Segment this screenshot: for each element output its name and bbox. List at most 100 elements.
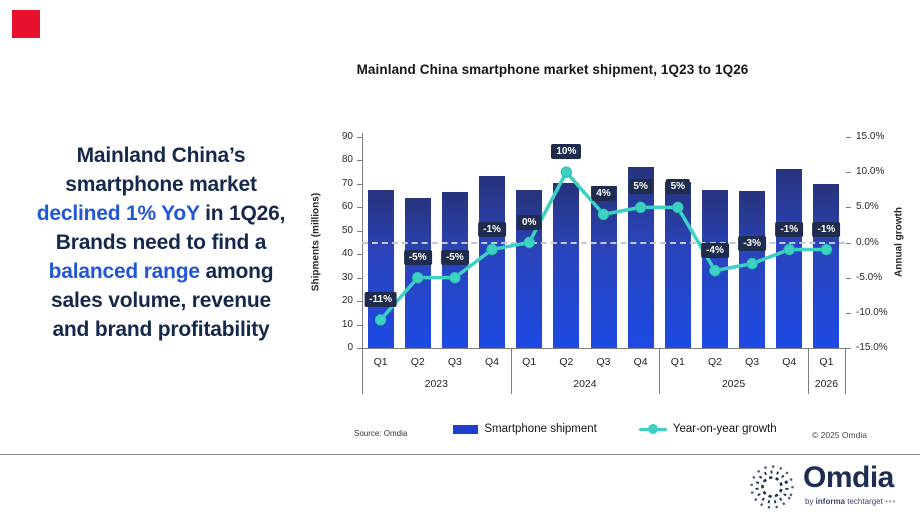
omdia-tagline: by informa techtarget ••• [805, 497, 897, 506]
right-tick-label: -5.0% [856, 271, 883, 283]
chart-legend: Smartphone shipment Year-on-year growth [430, 423, 800, 435]
year-separator [510, 348, 512, 394]
year-label: 2026 [814, 378, 839, 390]
headline-segment: balanced range [48, 260, 200, 283]
right-tick-mark [846, 207, 851, 209]
legend-item-shipment: Smartphone shipment [453, 423, 597, 435]
year-separator [845, 348, 846, 394]
shipment-bar-swatch-icon [453, 424, 479, 434]
yoy-label: -1% [478, 221, 506, 237]
y-tick-label: 30 [341, 271, 353, 283]
yoy-label: -3% [738, 235, 767, 251]
headline-line: declined 1% YoY in 1Q26, [8, 199, 314, 228]
x-tick-label: Q4 [633, 356, 648, 368]
legend-label-shipment: Smartphone shipment [484, 423, 597, 435]
tagline-dots: ••• [885, 497, 897, 506]
x-tick-label: Q4 [485, 356, 500, 368]
x-tick-label: Q3 [447, 356, 462, 368]
x-tick-label: Q1 [670, 356, 685, 368]
headline-segment: Mainland China’s [76, 144, 246, 167]
legend-label-growth: Year-on-year growth [672, 423, 777, 435]
year-separator [807, 348, 809, 394]
y-tick-label: 90 [341, 131, 353, 142]
yoy-data-point [374, 314, 387, 326]
right-tick-label: -10.0% [856, 306, 888, 318]
year-label: 2023 [424, 378, 448, 390]
yoy-data-point [746, 257, 758, 270]
right-tick-mark [846, 348, 851, 349]
source-note: Source: Omdia [354, 429, 408, 438]
headline-segment: sales volume, revenue [51, 289, 271, 312]
yoy-label: -1% [812, 221, 841, 237]
yoy-data-point [523, 236, 535, 249]
right-tick-label: -15.0% [856, 342, 888, 353]
y-tick-mark [357, 137, 362, 138]
y-tick-label: 0 [347, 342, 353, 353]
y-tick-mark [357, 277, 362, 279]
yoy-data-point [449, 271, 461, 284]
brand-red-square-mark [12, 10, 40, 38]
left-axis-title: Shipments (millions) [310, 192, 322, 292]
yoy-label: 10% [551, 144, 582, 160]
x-tick-label: Q2 [410, 356, 425, 368]
year-label: 2025 [721, 378, 746, 390]
shipment-bar [813, 183, 840, 348]
x-tick-label: Q2 [707, 356, 722, 368]
headline-segment: among [199, 260, 274, 283]
headline-line: sales volume, revenue [8, 286, 314, 315]
y-tick-mark [357, 324, 362, 326]
omdia-logo: Omdia by informa techtarget ••• [747, 461, 915, 513]
yoy-data-point [709, 264, 721, 277]
yoy-label: 5% [628, 179, 653, 195]
shipment-bar [776, 168, 803, 348]
right-tick-mark [846, 172, 851, 174]
year-separator [362, 348, 363, 394]
x-tick-label: Q3 [745, 356, 760, 368]
right-tick-label: 10.0% [856, 166, 885, 178]
yoy-data-point [486, 243, 498, 256]
yoy-label: -1% [775, 221, 804, 237]
y-tick-label: 70 [341, 177, 353, 189]
y-tick-label: 50 [341, 224, 353, 236]
yoy-data-point [560, 166, 573, 178]
right-tick-label: 15.0% [856, 131, 885, 142]
headline-line: Mainland China’s [8, 141, 314, 170]
x-tick-label: Q2 [559, 356, 574, 368]
headline-segment: Brands need to find a [55, 231, 267, 254]
right-tick-label: 0.0% [856, 236, 879, 248]
y-tick-mark [357, 183, 362, 185]
yoy-data-point [412, 271, 424, 284]
yoy-label: 4% [591, 186, 616, 202]
year-separator [659, 348, 661, 394]
headline-line: smartphone market [8, 170, 314, 199]
headline-text-block: Mainland China’s smartphone market decline… [8, 141, 314, 344]
copyright-note: © 2025 Omdia [812, 430, 867, 440]
growth-line-swatch-icon [638, 423, 667, 435]
headline-segment: and brand profitability [52, 318, 270, 341]
y-tick-mark [357, 301, 362, 303]
right-tick-mark [846, 242, 851, 244]
omdia-wordmark: Omdia [803, 461, 894, 494]
yoy-label: -5% [440, 249, 469, 265]
shipment-bar [479, 175, 506, 348]
yoy-label: -5% [403, 249, 432, 265]
right-axis-title: Annual growth [893, 207, 905, 277]
headline-segment: in 1Q26, [199, 202, 286, 225]
right-tick-mark [846, 312, 851, 314]
y-tick-label: 40 [341, 248, 353, 260]
x-tick-label: Q1 [819, 356, 834, 368]
y-axis-line [362, 133, 363, 348]
shipment-bar [739, 190, 766, 348]
yoy-data-point [597, 208, 610, 221]
zero-reference-line [362, 241, 845, 244]
y-tick-mark [357, 254, 362, 256]
y-tick-label: 60 [341, 201, 353, 213]
x-axis-line [362, 348, 845, 349]
legend-item-growth: Year-on-year growth [638, 423, 777, 435]
yoy-label: -4% [701, 242, 729, 258]
headline-line: Brands need to find a [8, 228, 314, 257]
x-tick-label: Q1 [522, 356, 537, 368]
yoy-data-point [634, 201, 647, 214]
chart-title: Mainland China smartphone market shipmen… [356, 62, 749, 77]
y-tick-label: 10 [341, 318, 353, 330]
